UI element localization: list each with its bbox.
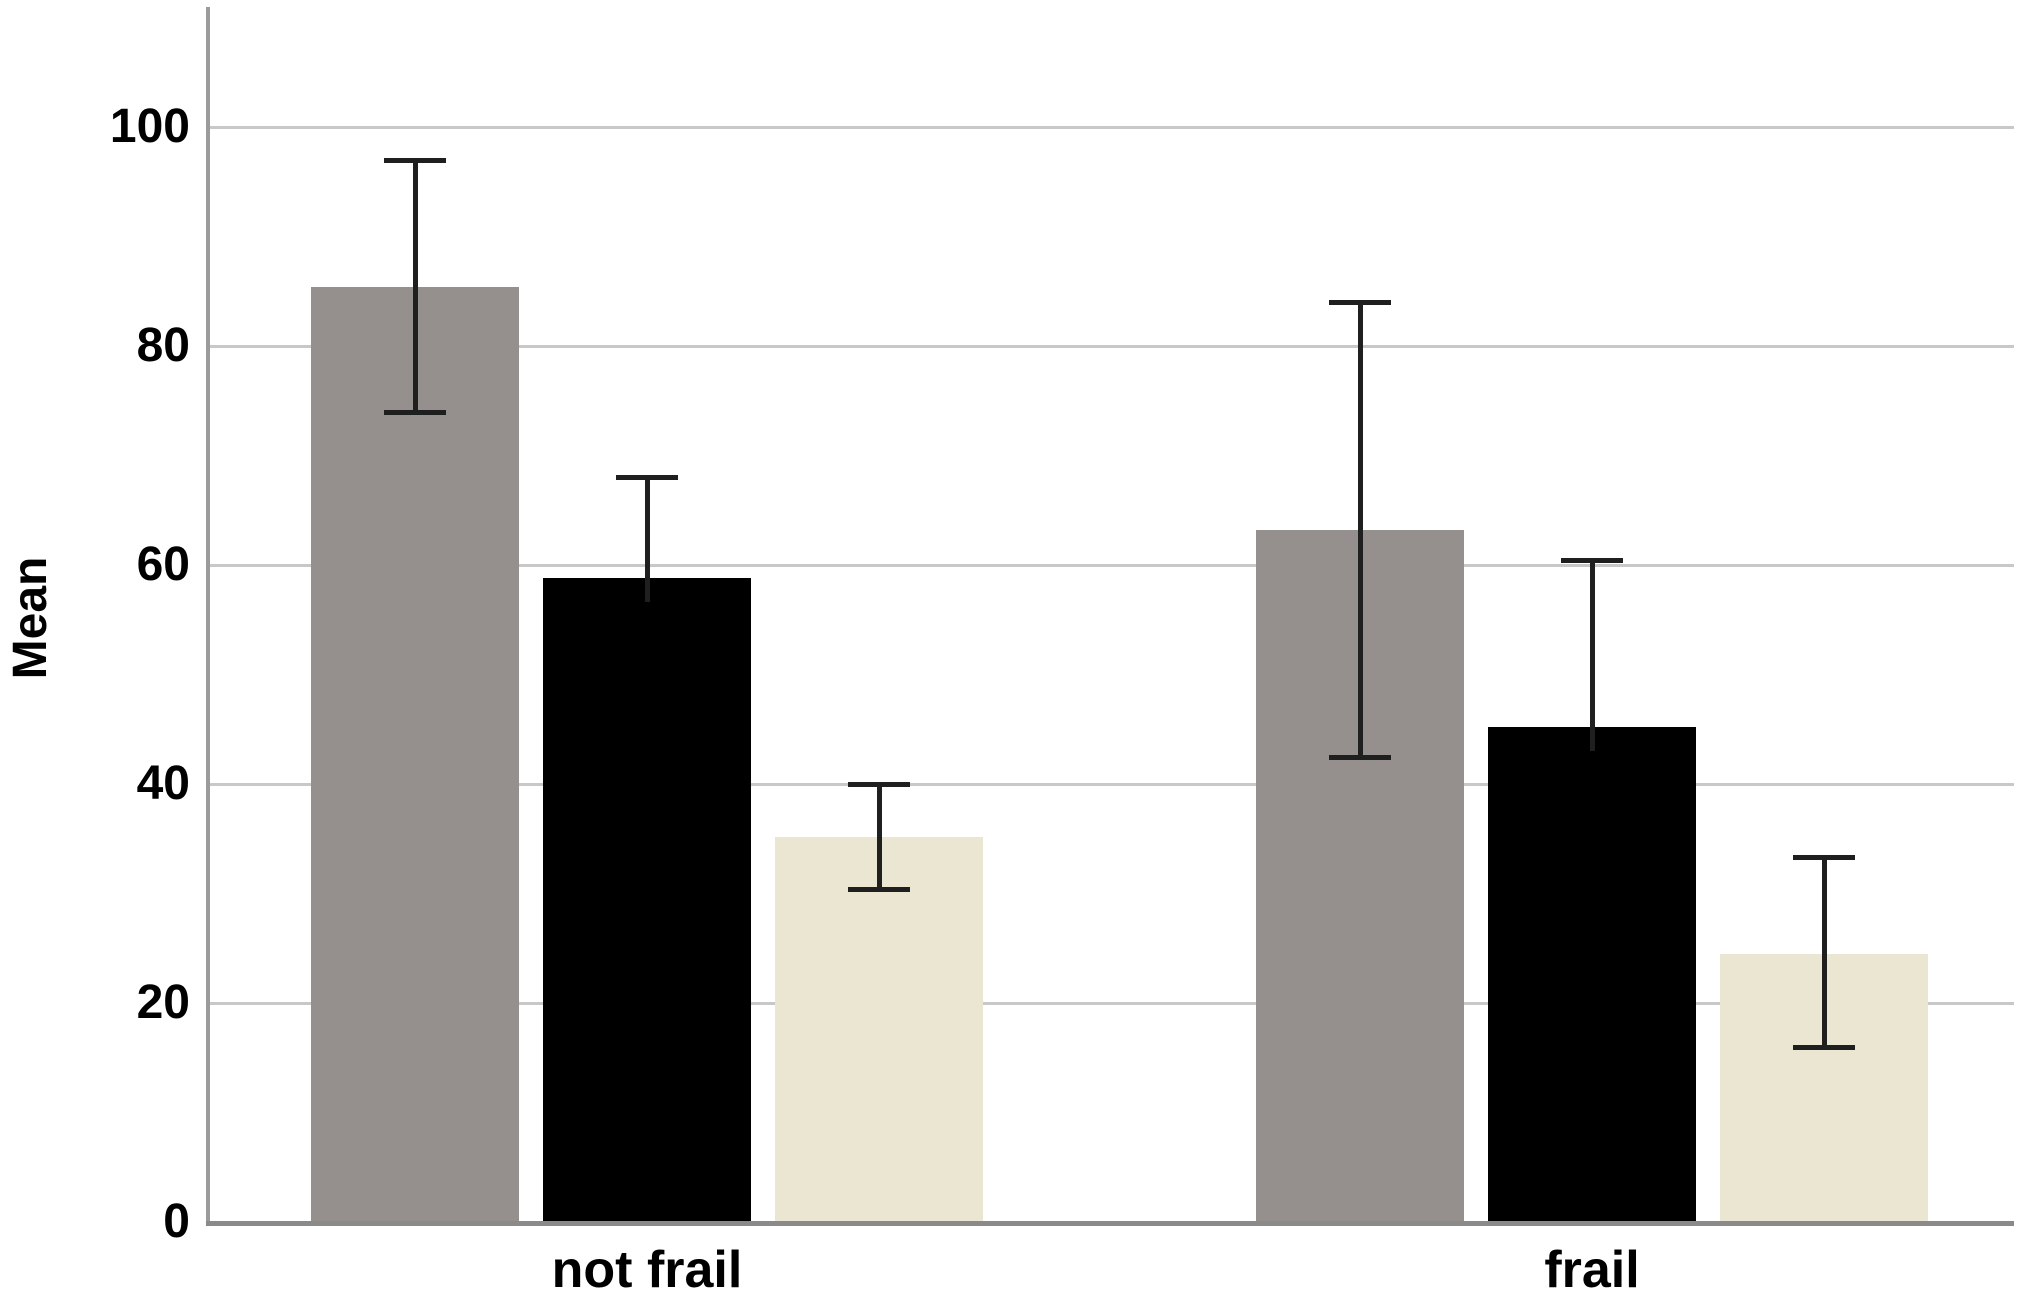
bar-gray-0: [311, 286, 519, 1222]
y-tick-label-20: 20: [136, 976, 190, 1029]
error-bar-cap-bottom-beige-0: [848, 887, 910, 893]
y-tick-label-0: 0: [163, 1195, 190, 1248]
y-tick-label-80: 80: [136, 319, 190, 372]
y-tick-label-40: 40: [136, 757, 190, 810]
gridline-80: [208, 345, 2014, 348]
error-bar-line-beige-0: [877, 784, 882, 890]
y-tick-label-100: 100: [109, 100, 190, 153]
error-bar-line-beige-1: [1822, 857, 1827, 1047]
error-bar-line-black-0: [645, 477, 650, 603]
error-bar-cap-top-beige-0: [848, 782, 910, 787]
gridline-40: [208, 783, 2014, 786]
error-bar-line-black-1: [1590, 559, 1595, 752]
gridline-20: [208, 1002, 2014, 1005]
x-category-label-frail: frail: [1544, 1241, 1640, 1299]
gridline-60: [208, 564, 2014, 567]
error-bar-cap-bottom-gray-0: [384, 409, 446, 415]
x-category-label-not-frail: not frail: [551, 1241, 743, 1299]
error-bar-cap-top-gray-1: [1329, 300, 1391, 306]
error-bar-cap-top-gray-0: [384, 157, 446, 163]
error-bar-cap-top-black-1: [1561, 557, 1623, 563]
bar-black-0: [543, 578, 751, 1222]
error-bar-cap-bottom-beige-1: [1793, 1044, 1855, 1050]
bar-black-1: [1488, 727, 1696, 1222]
error-bar-line-gray-0: [413, 159, 418, 412]
y-axis-title: Mean: [4, 556, 57, 680]
x-axis-baseline: [206, 1221, 2014, 1226]
y-axis-line: [206, 6, 210, 1225]
gridline-100: [208, 126, 2014, 129]
bar-beige-0: [775, 836, 983, 1222]
error-bar-line-gray-1: [1358, 302, 1363, 757]
error-bar-cap-top-black-0: [616, 475, 678, 481]
error-bar-cap-bottom-gray-1: [1329, 754, 1391, 760]
y-tick-label-60: 60: [136, 538, 190, 591]
error-bar-cap-top-beige-1: [1793, 855, 1855, 861]
